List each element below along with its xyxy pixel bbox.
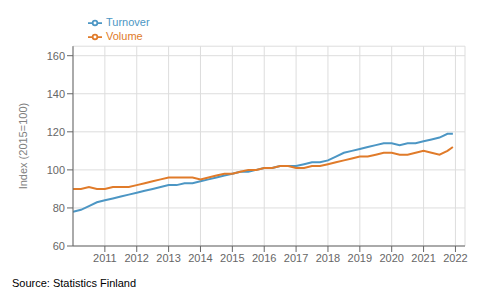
svg-text:2019: 2019 [348,252,372,264]
html-text:Volume: Volume [106,30,143,43]
svg-text:60: 60 [53,240,65,252]
svg-text:100: 100 [47,164,65,176]
svg-text:80: 80 [53,202,65,214]
svg-text:2017: 2017 [284,252,308,264]
svg-text:140: 140 [47,88,65,100]
svg-text:2011: 2011 [93,252,117,264]
svg-text:2014: 2014 [188,252,212,264]
html-text:Source: Statistics Finland: Source: Statistics Finland [12,277,137,289]
svg-text:2022: 2022 [443,252,467,264]
svg-text:2016: 2016 [252,252,276,264]
svg-text:2012: 2012 [124,252,148,264]
html-text:Turnover: Turnover [106,16,150,28]
svg-text:2021: 2021 [411,252,435,264]
svg-text:160: 160 [47,50,65,62]
svg-text:Index (2015=100): Index (2015=100) [17,103,29,190]
svg-text:2015: 2015 [220,252,244,264]
svg-text:120: 120 [47,126,65,138]
svg-text:2013: 2013 [156,252,180,264]
svg-text:2018: 2018 [316,252,340,264]
svg-text:2020: 2020 [379,252,403,264]
